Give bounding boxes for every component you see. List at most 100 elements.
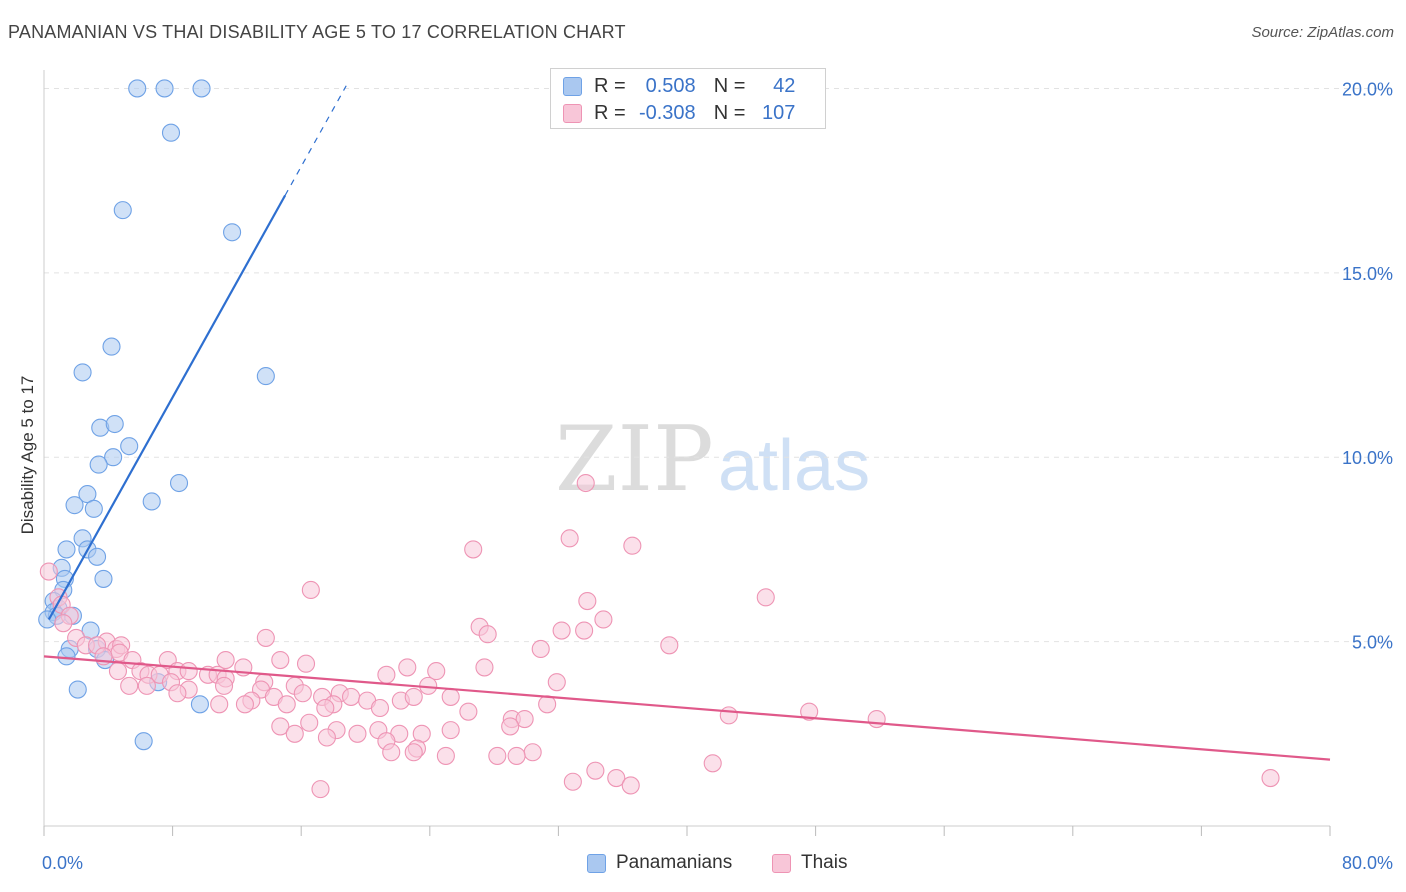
point-panamanian	[155, 79, 174, 98]
tick-labels: 5.0% 10.0% 15.0% 20.0% 0.0% 80.0%	[42, 79, 1393, 873]
point-thai	[578, 591, 597, 611]
gridlines	[44, 87, 1392, 643]
point-thai	[547, 673, 566, 692]
y-tick-label: 15.0%	[1342, 264, 1393, 284]
trend-line-thais	[43, 655, 1331, 761]
point-thai	[348, 724, 367, 743]
point-thai	[39, 562, 58, 581]
point-thai	[285, 724, 304, 743]
point-thai	[531, 639, 550, 659]
point-panamanian	[65, 496, 84, 515]
legend-r-value: -0.308	[638, 101, 696, 124]
point-thai	[576, 473, 595, 493]
x-tick-label: 80.0%	[1342, 853, 1393, 873]
point-thai	[501, 717, 520, 736]
point-thai	[867, 710, 886, 729]
point-panamanian	[192, 79, 211, 98]
legend-r-value: 0.508	[645, 74, 696, 97]
point-thai	[523, 743, 542, 762]
point-thai	[301, 580, 320, 600]
point-panamanian	[120, 437, 139, 456]
point-thai	[404, 687, 423, 706]
point-panamanian	[89, 455, 108, 474]
point-thai	[623, 536, 642, 555]
point-thai	[108, 662, 127, 681]
point-thai	[1261, 769, 1280, 788]
point-panamanian	[134, 732, 153, 751]
point-thai	[459, 702, 478, 721]
axes	[43, 70, 1331, 836]
trend-lines	[43, 85, 1331, 761]
point-thai	[515, 710, 534, 729]
point-thai	[293, 684, 312, 703]
legend-box: R = 0.508 N = 42 R = -0.308 N = 107	[550, 68, 826, 129]
point-thai	[607, 769, 626, 788]
point-thai	[719, 706, 738, 725]
point-thai	[296, 654, 316, 673]
y-tick-label: 20.0%	[1342, 79, 1393, 99]
point-thai	[464, 540, 483, 559]
point-panamanian	[223, 223, 242, 242]
point-thai	[703, 754, 722, 773]
legend-swatch-panamanians	[563, 76, 582, 96]
legend-n-label: N =	[713, 74, 746, 97]
point-thai	[563, 772, 582, 791]
point-thai	[235, 695, 254, 714]
point-panamanian	[105, 414, 124, 434]
point-panamanian	[142, 492, 161, 511]
point-thai	[552, 621, 571, 640]
point-panamanian	[113, 201, 132, 220]
watermark-atlas: atlas	[718, 426, 870, 506]
point-thai	[507, 746, 526, 765]
chart-title: PANAMANIAN VS THAI DISABILITY AGE 5 TO 1…	[8, 22, 626, 42]
point-thai	[756, 588, 775, 607]
source-label: Source: ZipAtlas.com	[1251, 24, 1394, 41]
point-panamanian	[104, 448, 123, 467]
point-thai	[575, 621, 594, 640]
point-thai	[271, 650, 290, 670]
point-thai	[538, 695, 557, 714]
point-thai	[214, 676, 234, 695]
point-panamanian	[128, 79, 147, 98]
legend-r-label: R =	[594, 74, 626, 97]
bottom-legend-panamanians: Panamanians	[587, 852, 732, 874]
point-panamanian	[169, 473, 189, 493]
point-thai	[256, 628, 275, 647]
legend-n-value: 42	[773, 74, 796, 97]
point-thai	[216, 650, 235, 670]
bottom-legend-label: Panamanians	[616, 852, 733, 873]
point-panamanian	[84, 499, 103, 518]
watermark-zip: ZIP	[555, 407, 714, 512]
bottom-legend-swatch-thais	[772, 853, 791, 873]
point-thai	[277, 695, 296, 714]
point-thai	[475, 658, 494, 677]
legend-row-thais: R = -0.308 N = 107	[563, 100, 795, 126]
point-thai	[441, 687, 460, 706]
point-thai	[300, 713, 319, 732]
point-thai	[311, 780, 330, 799]
point-thai	[621, 776, 640, 795]
point-thai	[316, 698, 335, 718]
point-thai	[271, 717, 290, 736]
legend-r-label: R =	[594, 101, 626, 124]
point-thai	[427, 662, 446, 681]
point-thai	[488, 746, 507, 765]
point-thai	[560, 529, 579, 548]
point-panamanian	[94, 569, 113, 588]
point-panamanian	[190, 695, 209, 714]
legend-n-label: N =	[713, 101, 746, 124]
bottom-legend-swatch-panamanians	[587, 853, 606, 873]
trend-line-panamanians-extension	[284, 85, 347, 196]
point-thai	[370, 698, 390, 718]
point-thai	[382, 743, 401, 762]
point-thai	[441, 721, 460, 740]
legend-row-panamanians: R = 0.508 N = 42	[563, 73, 795, 99]
point-thai	[54, 614, 73, 633]
point-thai	[137, 676, 156, 695]
y-tick-label: 10.0%	[1342, 448, 1393, 468]
point-thai	[594, 610, 613, 629]
y-tick-label: 5.0%	[1352, 633, 1393, 653]
point-thai	[317, 728, 336, 747]
point-thai	[210, 695, 229, 714]
